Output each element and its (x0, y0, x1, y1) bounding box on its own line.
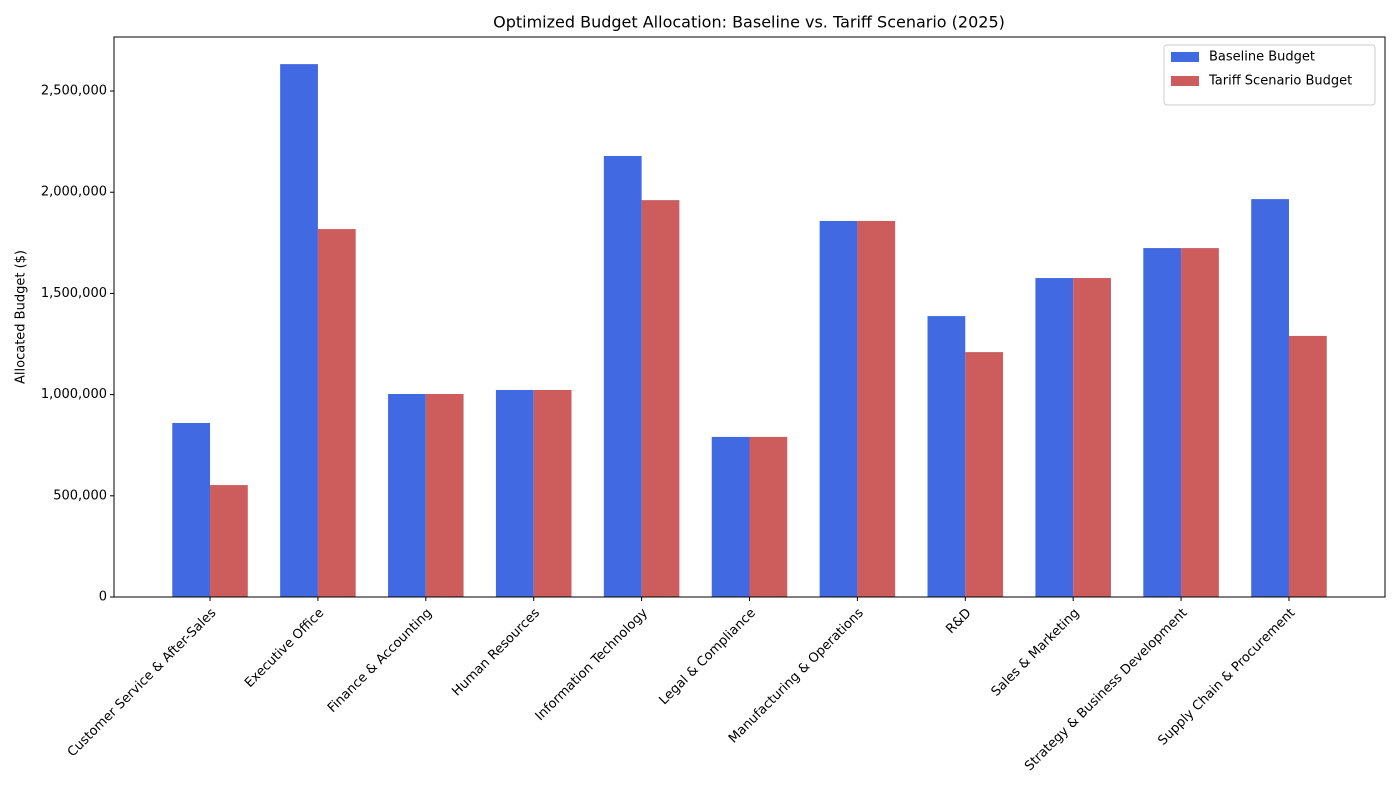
bar (210, 485, 248, 597)
bar (1035, 278, 1074, 597)
y-tick-label: 0 (99, 590, 107, 605)
y-tick-label: 2,500,000 (41, 84, 107, 99)
bar (1251, 199, 1289, 597)
bar (280, 64, 318, 597)
x-tick-label: Sales & Marketing (989, 606, 1083, 700)
legend-frame (1163, 44, 1376, 106)
bar (711, 436, 750, 597)
x-tick-label: Human Resources (449, 606, 543, 700)
legend-label: Baseline Budget (1209, 50, 1315, 65)
bar (495, 389, 534, 597)
y-tick-label: 2,000,000 (41, 185, 107, 200)
bar (533, 389, 572, 597)
legend-swatch (1171, 52, 1199, 62)
bar (1288, 335, 1327, 597)
bar (857, 220, 896, 597)
bar (1143, 248, 1182, 597)
bar (317, 229, 356, 598)
bar (641, 200, 680, 598)
legend-label: Tariff Scenario Budget (1208, 74, 1352, 89)
bar (819, 220, 858, 597)
bar (749, 436, 788, 597)
bar (425, 394, 464, 597)
x-tick-label: Information Technology (533, 605, 651, 723)
chart-title: Optimized Budget Allocation: Baseline vs… (493, 13, 1005, 32)
bar (1181, 248, 1219, 597)
bar (603, 156, 642, 597)
y-tick-label: 1,500,000 (41, 286, 107, 301)
x-tick-label: Legal & Compliance (656, 606, 758, 708)
x-tick-label: Executive Office (242, 606, 327, 691)
bar (1073, 278, 1111, 597)
plot-frame (113, 36, 1386, 598)
y-tick-label: 500,000 (53, 488, 107, 503)
x-tick-label: Finance & Accounting (325, 606, 435, 716)
legend: Baseline Budget Tariff Scenario Budget (1163, 44, 1376, 106)
bar (965, 352, 1004, 597)
y-tick-label: 1,000,000 (41, 387, 107, 402)
x-tick-label: Customer Service & After-Sales (65, 606, 220, 761)
bar (388, 394, 426, 597)
legend-swatch (1171, 76, 1199, 86)
bar (927, 316, 966, 597)
x-tick-label: R&D (943, 606, 974, 637)
bar (172, 422, 211, 597)
y-axis-label: Allocated Budget ($) (14, 250, 29, 384)
